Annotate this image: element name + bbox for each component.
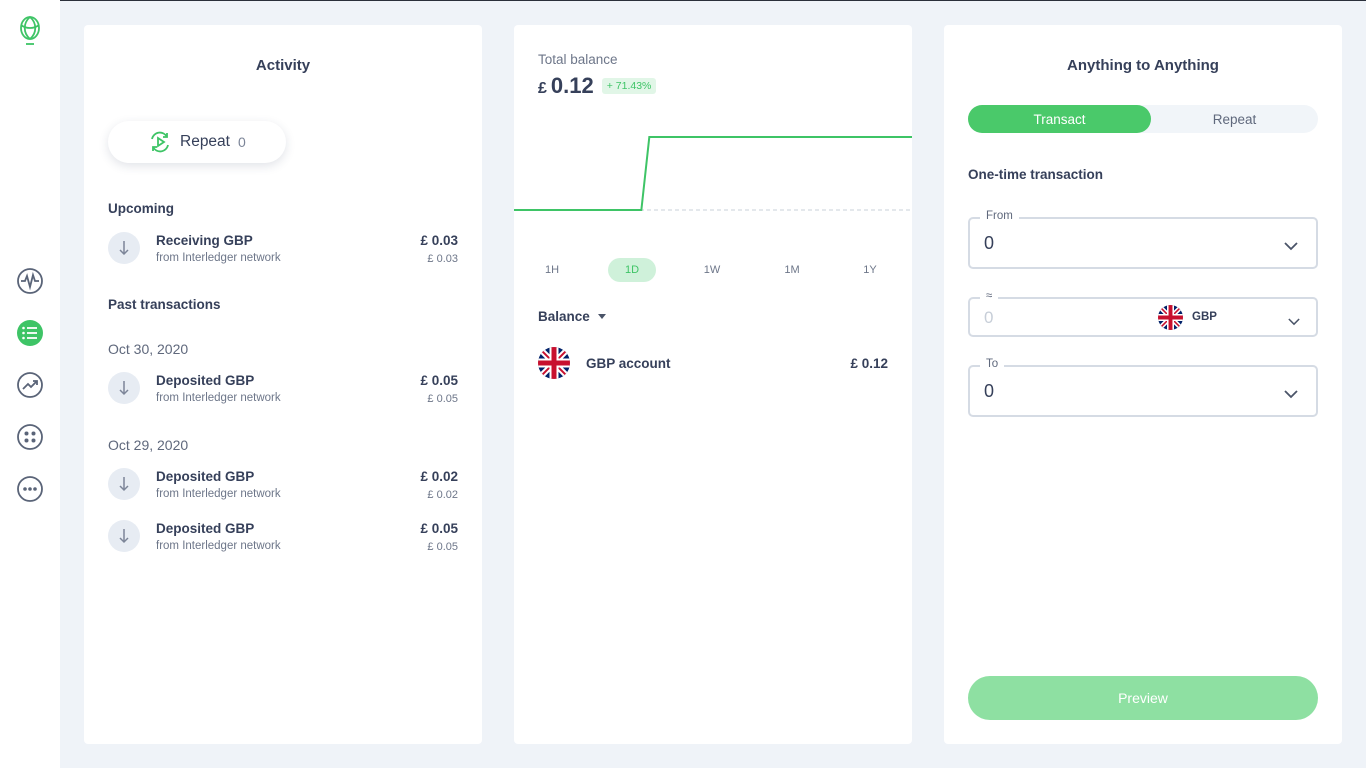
transaction-amount: £ 0.05 bbox=[420, 373, 458, 388]
currency-symbol: £ bbox=[538, 80, 547, 97]
transaction-row[interactable]: Deposited GBP from Interledger network £… bbox=[108, 468, 458, 508]
activity-panel: Activity Repeat 0 Upcoming Receiving GBP… bbox=[84, 25, 482, 744]
transaction-amount-secondary: £ 0.05 bbox=[427, 393, 458, 405]
transaction-title: Receiving GBP bbox=[156, 233, 253, 248]
trend-icon[interactable] bbox=[16, 371, 44, 399]
date-heading: Oct 30, 2020 bbox=[108, 341, 189, 357]
transaction-title: Deposited GBP bbox=[156, 469, 255, 484]
repeat-label: Repeat bbox=[180, 133, 230, 150]
activity-title: Activity bbox=[255, 57, 311, 74]
sidebar bbox=[0, 0, 60, 768]
transaction-amount-secondary: £ 0.03 bbox=[427, 253, 458, 265]
range-1m[interactable]: 1M bbox=[784, 264, 800, 276]
total-balance-value: 0.12 bbox=[550, 73, 594, 98]
transaction-amount: £ 0.02 bbox=[420, 469, 458, 484]
transaction-subtitle: from Interledger network bbox=[156, 488, 281, 500]
one-time-transaction-heading: One-time transaction bbox=[968, 167, 1104, 182]
repeat-button[interactable]: Repeat 0 bbox=[108, 121, 286, 163]
uk-flag-icon bbox=[538, 347, 570, 384]
change-badge: + 71.43% bbox=[601, 78, 657, 94]
more-icon[interactable] bbox=[16, 475, 44, 503]
tab-repeat[interactable]: Repeat bbox=[1212, 111, 1257, 127]
transaction-row[interactable]: Deposited GBP from Interledger network £… bbox=[108, 520, 458, 560]
total-balance-label: Total balance bbox=[538, 52, 618, 67]
repeat-icon bbox=[148, 131, 172, 158]
arrow-down-icon bbox=[108, 468, 140, 500]
transaction-title: Deposited GBP bbox=[156, 373, 255, 388]
arrow-down-icon bbox=[108, 232, 140, 264]
arrow-down-icon bbox=[108, 520, 140, 552]
balance-heading: Balance bbox=[538, 309, 590, 324]
from-select[interactable]: From 0 bbox=[968, 210, 1318, 269]
range-1y[interactable]: 1Y bbox=[863, 264, 877, 276]
upcoming-heading: Upcoming bbox=[108, 201, 174, 216]
account-row[interactable]: GBP account £ 0.12 bbox=[538, 347, 888, 381]
amount-field[interactable]: ≈ 0 GBP bbox=[968, 290, 1318, 337]
total-balance: £ 0.12 + 71.43% bbox=[538, 73, 657, 99]
from-label: From bbox=[980, 210, 1019, 222]
from-value: 0 bbox=[984, 233, 995, 253]
range-1w[interactable]: 1W bbox=[703, 264, 721, 276]
past-transactions-heading: Past transactions bbox=[108, 297, 221, 312]
range-selector: 1H 1D 1W 1M 1Y bbox=[538, 258, 888, 282]
range-1h[interactable]: 1H bbox=[544, 264, 560, 276]
chevron-down-icon bbox=[1284, 386, 1298, 404]
transaction-title: Deposited GBP bbox=[156, 521, 255, 536]
list-icon[interactable] bbox=[16, 319, 44, 347]
transaction-amount: £ 0.05 bbox=[420, 521, 458, 536]
currency-code: GBP bbox=[1192, 311, 1217, 323]
transaction-amount-secondary: £ 0.02 bbox=[427, 489, 458, 501]
balance-dropdown[interactable]: Balance bbox=[538, 309, 606, 324]
range-1d[interactable]: 1D bbox=[608, 258, 656, 282]
window-top-edge bbox=[0, 0, 1366, 1]
balance-chart[interactable] bbox=[514, 125, 912, 245]
repeat-count: 0 bbox=[237, 134, 246, 150]
balance-series-line bbox=[514, 136, 912, 211]
exchange-panel: Anything to Anything Transact Repeat One… bbox=[944, 25, 1342, 744]
activity-pulse-icon[interactable] bbox=[16, 267, 44, 295]
uk-flag-icon bbox=[1158, 305, 1183, 335]
transaction-row[interactable]: Deposited GBP from Interledger network £… bbox=[108, 372, 458, 412]
to-value: 0 bbox=[984, 381, 995, 401]
caret-down-icon bbox=[597, 314, 606, 319]
chevron-down-icon[interactable] bbox=[1288, 313, 1300, 331]
transaction-subtitle: from Interledger network bbox=[156, 392, 281, 404]
apps-icon[interactable] bbox=[16, 423, 44, 451]
transaction-subtitle: from Interledger network bbox=[156, 540, 281, 552]
to-label: To bbox=[980, 358, 1005, 370]
transaction-amount: £ 0.03 bbox=[420, 233, 458, 248]
amount-input[interactable]: 0 bbox=[984, 308, 994, 327]
balance-panel: Total balance £ 0.12 + 71.43% 1H 1D 1W 1… bbox=[514, 25, 912, 744]
chevron-down-icon bbox=[1284, 238, 1298, 256]
to-select[interactable]: To 0 bbox=[968, 358, 1318, 417]
transaction-amount-secondary: £ 0.05 bbox=[427, 541, 458, 553]
transaction-row[interactable]: Receiving GBP from Interledger network £… bbox=[108, 232, 458, 272]
approx-label: ≈ bbox=[980, 290, 999, 302]
account-value: £ 0.12 bbox=[850, 356, 888, 371]
uphold-logo-icon[interactable] bbox=[16, 15, 44, 45]
tab-transact[interactable]: Transact bbox=[968, 105, 1151, 133]
arrow-down-icon bbox=[108, 372, 140, 404]
exchange-title: Anything to Anything bbox=[1067, 57, 1219, 74]
preview-button[interactable]: Preview bbox=[968, 676, 1318, 720]
date-heading: Oct 29, 2020 bbox=[108, 437, 189, 453]
mode-toggle: Transact Repeat bbox=[968, 105, 1318, 133]
transaction-subtitle: from Interledger network bbox=[156, 252, 281, 264]
account-name: GBP account bbox=[586, 356, 671, 371]
